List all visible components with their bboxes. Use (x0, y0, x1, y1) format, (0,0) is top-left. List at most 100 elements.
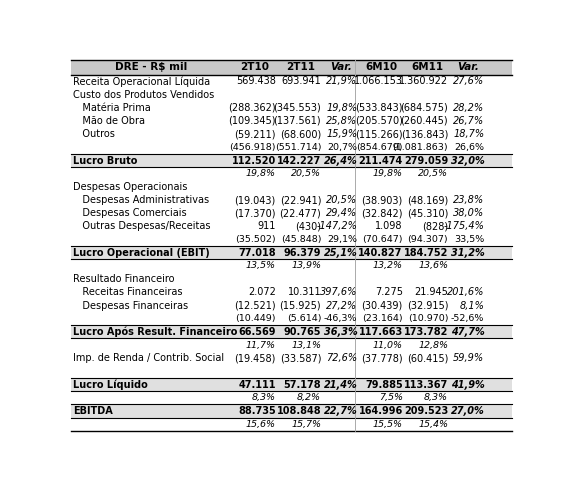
Text: (70.647): (70.647) (362, 235, 403, 244)
Text: Var.: Var. (457, 62, 479, 73)
Text: 8,2%: 8,2% (297, 393, 321, 402)
Text: (5.614): (5.614) (287, 314, 321, 323)
Text: 22,7%: 22,7% (324, 406, 357, 416)
Text: 33,5%: 33,5% (454, 235, 484, 244)
Text: (345.553): (345.553) (274, 103, 321, 113)
Text: 23,8%: 23,8% (453, 195, 484, 205)
Text: 36,3%: 36,3% (324, 327, 357, 337)
Text: Lucro Operacional (EBIT): Lucro Operacional (EBIT) (73, 248, 209, 258)
Text: Mão de Obra: Mão de Obra (73, 116, 145, 126)
Text: 21,9%: 21,9% (326, 76, 357, 87)
Text: 20,5%: 20,5% (326, 195, 357, 205)
Text: 117.663: 117.663 (358, 327, 403, 337)
Text: 66.569: 66.569 (238, 327, 276, 337)
Text: 13,5%: 13,5% (246, 261, 276, 271)
Text: 279.059: 279.059 (404, 155, 448, 166)
Text: (10.449): (10.449) (235, 314, 276, 323)
Text: 6M11: 6M11 (411, 62, 443, 73)
Text: Resultado Financeiro: Resultado Financeiro (73, 274, 174, 284)
Text: (48.169): (48.169) (407, 195, 448, 205)
Text: 693.941: 693.941 (282, 76, 321, 87)
Text: (23.164): (23.164) (362, 314, 403, 323)
Text: Custo dos Produtos Vendidos: Custo dos Produtos Vendidos (73, 90, 214, 100)
Text: 20,7%: 20,7% (327, 143, 357, 152)
Text: -147,2%: -147,2% (316, 222, 357, 231)
Text: (136.843): (136.843) (401, 129, 448, 139)
Text: 6M10: 6M10 (366, 62, 398, 73)
Text: 41,9%: 41,9% (451, 379, 484, 390)
Text: 1.360.922: 1.360.922 (399, 76, 448, 87)
Text: Imp. de Renda / Contrib. Social: Imp. de Renda / Contrib. Social (73, 353, 224, 363)
Text: 47,7%: 47,7% (451, 327, 484, 337)
Text: (38.903): (38.903) (361, 195, 403, 205)
Text: 79.885: 79.885 (365, 379, 403, 390)
Text: 38,0%: 38,0% (453, 208, 484, 218)
Text: (828): (828) (422, 222, 448, 231)
Text: 209.523: 209.523 (404, 406, 448, 416)
Text: 7.275: 7.275 (375, 287, 403, 297)
Text: (288.362): (288.362) (228, 103, 276, 113)
Text: (109.345): (109.345) (228, 116, 276, 126)
Text: 140.827: 140.827 (358, 248, 403, 258)
Text: DRE - R$ mil: DRE - R$ mil (116, 62, 188, 73)
Text: (45.848): (45.848) (281, 235, 321, 244)
Text: 27,0%: 27,0% (451, 406, 484, 416)
Bar (71, 405, 512, 418)
Text: (37.778): (37.778) (361, 353, 403, 363)
Text: (1.081.863): (1.081.863) (393, 143, 448, 152)
Text: 113.367: 113.367 (404, 379, 448, 390)
Text: (430): (430) (295, 222, 321, 231)
Text: 569.438: 569.438 (236, 76, 276, 87)
Text: 7,5%: 7,5% (379, 393, 403, 402)
Text: (22.477): (22.477) (279, 208, 321, 218)
Text: Var.: Var. (330, 62, 352, 73)
Text: 29,4%: 29,4% (326, 208, 357, 218)
Text: (10.970): (10.970) (407, 314, 448, 323)
Text: 21,4%: 21,4% (324, 379, 357, 390)
Text: 19,8%: 19,8% (246, 169, 276, 178)
Text: 96.379: 96.379 (284, 248, 321, 258)
Text: Matéria Prima: Matéria Prima (73, 103, 151, 113)
Text: 47.111: 47.111 (238, 379, 276, 390)
Text: Lucro Após Result. Financeiro: Lucro Após Result. Financeiro (73, 327, 237, 337)
Text: (60.415): (60.415) (407, 353, 448, 363)
Text: (35.502): (35.502) (235, 235, 276, 244)
Text: 15,7%: 15,7% (291, 420, 321, 429)
Text: 57.178: 57.178 (283, 379, 321, 390)
Text: 15,4%: 15,4% (418, 420, 448, 429)
Text: 12,8%: 12,8% (418, 341, 448, 349)
Text: 90.765: 90.765 (284, 327, 321, 337)
Text: (45.310): (45.310) (407, 208, 448, 218)
Text: (684.575): (684.575) (401, 103, 448, 113)
Text: 13,1%: 13,1% (291, 341, 321, 349)
Text: (17.370): (17.370) (234, 208, 276, 218)
Text: (30.439): (30.439) (361, 301, 403, 311)
Text: (94.307): (94.307) (407, 235, 448, 244)
Bar (71, 378, 512, 391)
Text: 32,0%: 32,0% (451, 155, 484, 166)
Text: 19,8%: 19,8% (326, 103, 357, 113)
Text: Receitas Financeiras: Receitas Financeiras (73, 287, 183, 297)
Text: 19,8%: 19,8% (373, 169, 403, 178)
Text: (456.918): (456.918) (229, 143, 276, 152)
Text: 8,1%: 8,1% (459, 301, 484, 311)
Text: 59,9%: 59,9% (453, 353, 484, 363)
Bar (71, 60, 512, 75)
Text: 108.848: 108.848 (277, 406, 321, 416)
Text: 27,6%: 27,6% (453, 76, 484, 87)
Text: (854.679): (854.679) (356, 143, 403, 152)
Text: 25,1%: 25,1% (324, 248, 357, 258)
Text: 1.098: 1.098 (375, 222, 403, 231)
Text: 911: 911 (257, 222, 276, 231)
Text: Lucro Líquido: Lucro Líquido (73, 379, 147, 390)
Text: 27,2%: 27,2% (326, 301, 357, 311)
Text: 21.945: 21.945 (414, 287, 448, 297)
Text: (205.570): (205.570) (355, 116, 403, 126)
Text: 11,7%: 11,7% (246, 341, 276, 349)
Text: 13,9%: 13,9% (291, 261, 321, 271)
Text: 15,6%: 15,6% (246, 420, 276, 429)
Text: (115.266): (115.266) (355, 129, 403, 139)
Text: 20,5%: 20,5% (291, 169, 321, 178)
Text: Receita Operacional Líquida: Receita Operacional Líquida (73, 76, 210, 87)
Text: Despesas Operacionais: Despesas Operacionais (73, 182, 187, 192)
